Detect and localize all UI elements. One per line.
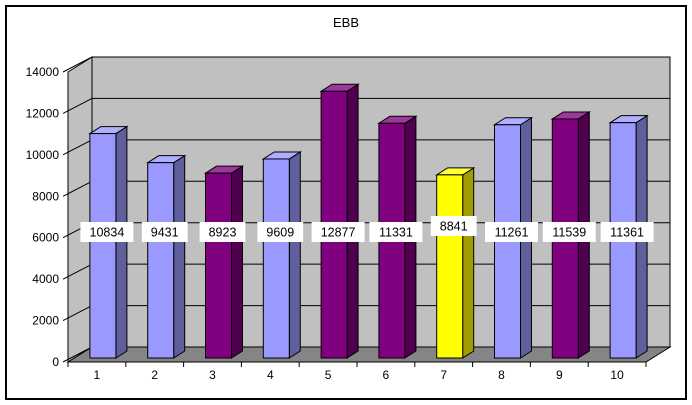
bar-column-4[interactable] — [261, 151, 303, 359]
bar-front-face — [89, 133, 117, 359]
x-axis-label-7: 7 — [440, 368, 447, 382]
y-axis-label-14000: 14000 — [26, 65, 60, 79]
bar-column-2[interactable] — [145, 154, 187, 359]
bar-side-face — [346, 83, 359, 359]
y-tick-14000 — [62, 56, 93, 73]
y-axis-label-12000: 12000 — [26, 106, 60, 120]
bar-column-5[interactable] — [319, 83, 360, 359]
data-label-8841: 8841 — [430, 216, 477, 236]
data-label-text: 8923 — [209, 226, 237, 240]
y-tick-4000 — [62, 263, 93, 280]
x-axis-label-8: 8 — [498, 368, 505, 382]
bar-front-face — [205, 172, 232, 359]
bar-side-face — [462, 166, 475, 359]
data-label-11361: 11361 — [600, 222, 654, 242]
y-axis-label-4000: 4000 — [32, 272, 59, 286]
data-label-box — [600, 222, 654, 242]
bar-front-face — [147, 162, 175, 359]
data-label-text: 11331 — [379, 226, 413, 240]
y-axis-label-10000: 10000 — [26, 148, 60, 162]
data-label-8923: 8923 — [199, 222, 246, 242]
data-label-text: 9609 — [266, 226, 294, 240]
x-axis-label-3: 3 — [209, 368, 216, 382]
bar-column-3[interactable] — [203, 165, 245, 359]
x-axis-label-6: 6 — [383, 368, 390, 382]
bar-side-face — [231, 165, 243, 359]
data-label-box — [430, 216, 477, 236]
data-label-box — [542, 222, 596, 242]
data-label-box — [485, 222, 538, 242]
x-axis-label-4: 4 — [267, 368, 274, 382]
x-axis-label-10: 10 — [610, 368, 624, 382]
data-label-11539: 11539 — [542, 222, 596, 242]
bar-side-face — [288, 151, 301, 359]
y-tick-10000 — [62, 139, 93, 156]
x-axis-label-1: 1 — [94, 368, 101, 382]
data-label-10834: 10834 — [80, 222, 134, 242]
x-axis-label-2: 2 — [151, 368, 158, 382]
data-label-text: 11361 — [610, 226, 644, 240]
bar-side-face — [173, 154, 186, 359]
data-label-text: 12877 — [321, 226, 356, 240]
data-label-text: 9431 — [151, 226, 179, 240]
data-label-11261: 11261 — [485, 222, 538, 242]
y-axis-label-0: 0 — [52, 355, 59, 369]
data-label-box — [311, 222, 365, 242]
data-label-12877: 12877 — [311, 222, 365, 242]
bar-front-face — [262, 158, 290, 359]
bar-side-face — [115, 125, 128, 359]
data-label-box — [369, 222, 423, 242]
chart-title: EBB — [332, 15, 359, 30]
data-label-text: 11539 — [552, 226, 586, 240]
data-label-11331: 11331 — [369, 222, 423, 242]
data-label-box — [80, 222, 134, 242]
x-axis-label-9: 9 — [556, 368, 563, 382]
bar-front-face — [436, 174, 464, 359]
y-tick-8000 — [62, 180, 93, 197]
y-tick-2000 — [62, 305, 93, 322]
y-tick-12000 — [62, 97, 93, 114]
data-label-text: 8841 — [440, 220, 468, 234]
data-label-box — [141, 222, 188, 242]
y-axis-label-2000: 2000 — [32, 314, 59, 328]
bar-column-1[interactable] — [88, 125, 129, 359]
bar-column-7[interactable] — [434, 166, 476, 359]
data-label-box — [199, 222, 246, 242]
y-axis-label-8000: 8000 — [32, 189, 59, 203]
data-label-box — [257, 222, 304, 242]
data-label-9609: 9609 — [257, 222, 304, 242]
data-label-text: 10834 — [90, 226, 125, 240]
data-label-text: 11261 — [495, 226, 529, 240]
data-label-9431: 9431 — [141, 222, 188, 242]
y-axis-label-6000: 6000 — [32, 231, 59, 245]
x-axis-label-5: 5 — [325, 368, 332, 382]
